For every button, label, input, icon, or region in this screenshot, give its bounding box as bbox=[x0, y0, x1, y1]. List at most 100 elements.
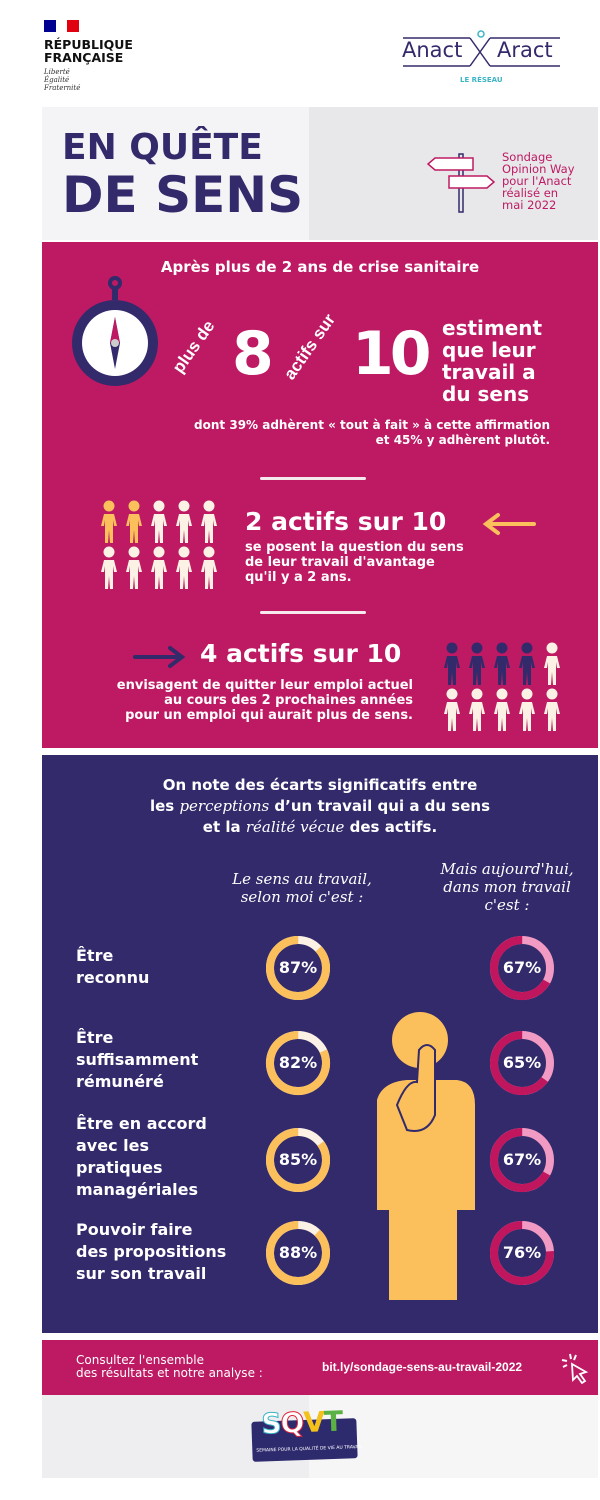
footer-banner: Consultez l'ensemble des résultats et not… bbox=[42, 1340, 598, 1395]
source-line: réalisé en bbox=[502, 186, 559, 200]
divider bbox=[260, 477, 366, 480]
script-text: perceptions bbox=[179, 797, 270, 815]
compass-icon bbox=[72, 276, 158, 386]
arrow-right-icon bbox=[133, 646, 186, 668]
plus-de-label: plus de bbox=[168, 316, 219, 377]
text: et la bbox=[202, 818, 246, 836]
thinking-person-icon bbox=[377, 1012, 475, 1300]
person-icon bbox=[469, 642, 485, 685]
signpost-icon bbox=[427, 153, 496, 213]
text-line: Être en accord bbox=[76, 1114, 207, 1133]
motto-line: Liberté bbox=[44, 68, 70, 76]
detail-text: dont 39% adhèrent « tout à fait » à cett… bbox=[194, 418, 550, 448]
sqvt-letters: SQVT bbox=[260, 1404, 343, 1441]
text-line: Pouvoir faire bbox=[76, 1220, 193, 1239]
person-icon bbox=[444, 688, 460, 731]
donut-value-arc bbox=[266, 1221, 330, 1285]
donut-percent-label: 67% bbox=[502, 958, 542, 977]
stat4-title: 4 actifs sur 10 bbox=[200, 639, 402, 668]
text-line: qu'il y a 2 ans. bbox=[245, 570, 352, 585]
bottom-area: SQVT SEMAINE POUR LA QUALITÉ DE VIE AU T… bbox=[42, 1395, 598, 1478]
text-line: Être bbox=[76, 946, 114, 965]
text-line: et 45% y adhèrent plutôt. bbox=[375, 433, 550, 447]
stat4-text: envisagent de quitter leur emploi actuel… bbox=[117, 678, 413, 723]
person-icon bbox=[201, 500, 217, 543]
person-icon bbox=[151, 500, 167, 543]
text-line: pour un emploi qui aurait plus de sens. bbox=[125, 708, 413, 723]
donut-percent-label: 82% bbox=[278, 1053, 318, 1072]
donut-percent-label: 67% bbox=[502, 1150, 542, 1169]
intro-line: les perceptions d’un travail qui a du se… bbox=[42, 796, 598, 817]
person-icon bbox=[544, 642, 560, 685]
text-line: suffisamment bbox=[76, 1050, 199, 1069]
donut-percent-label: 65% bbox=[502, 1053, 542, 1072]
text-line: rémunéré bbox=[76, 1072, 164, 1091]
criterion-label: Être suffisamment rémunéré bbox=[76, 1027, 198, 1093]
logo-aract: Aract bbox=[497, 38, 553, 62]
person-icon bbox=[126, 546, 142, 589]
sqvt-logo: SQVT SEMAINE POUR LA QUALITÉ DE VIE AU T… bbox=[251, 1405, 362, 1462]
text-line: pratiques bbox=[76, 1158, 163, 1177]
results-link[interactable]: bit.ly/sondage-sens-au-travail-2022 bbox=[322, 1360, 523, 1374]
column-header-reality: Mais aujourd'hui, dans mon travail c'est : bbox=[422, 860, 592, 914]
text-line: au cours des 2 prochaines années bbox=[164, 693, 413, 708]
sqvt-subtitle: SEMAINE POUR LA QUALITÉ DE VIE AU TRAVAI… bbox=[256, 1444, 363, 1454]
person-icon bbox=[126, 500, 142, 543]
person-icon bbox=[469, 688, 485, 731]
text: les bbox=[149, 797, 180, 815]
motto: Liberté Égalité Fraternité bbox=[44, 68, 80, 92]
donut-chart bbox=[264, 1219, 332, 1291]
stat2-text: se posent la question du sens de leur tra… bbox=[245, 540, 464, 585]
logo-sub: LE RÉSEAU bbox=[460, 76, 503, 84]
marianne-flag-logo bbox=[44, 20, 80, 32]
text-line: sur son travail bbox=[76, 1264, 207, 1283]
divider bbox=[260, 611, 366, 614]
text-line: reconnu bbox=[76, 968, 150, 987]
text-line: du sens bbox=[442, 382, 530, 406]
text-line: se posent la question du sens bbox=[245, 540, 464, 555]
text-line: de leur travail d'avantage bbox=[245, 555, 435, 570]
column-header-perception: Le sens au travail, selon moi c'est : bbox=[202, 870, 402, 906]
source-line: Sondage bbox=[502, 150, 553, 164]
donut-chart bbox=[488, 1126, 556, 1198]
logo-line: FRANÇAISE bbox=[44, 50, 124, 65]
text: d’un travail qui a du sens bbox=[269, 797, 491, 815]
person-icon bbox=[444, 642, 460, 685]
people-pictogram-2of10 bbox=[101, 500, 217, 589]
text-line: dans mon travail bbox=[443, 878, 571, 896]
text-line: Être bbox=[76, 1028, 114, 1047]
text-line: Mais aujourd'hui, bbox=[440, 860, 574, 878]
donut-percent-label: 88% bbox=[278, 1243, 318, 1262]
section-heading: Après plus de 2 ans de crise sanitaire bbox=[160, 258, 480, 276]
text-line: des résultats et notre analyse : bbox=[76, 1366, 263, 1380]
text: des actifs. bbox=[344, 818, 438, 836]
text-line: Consultez l'ensemble bbox=[76, 1353, 204, 1367]
text-line: que leur bbox=[442, 338, 536, 362]
person-icon bbox=[519, 688, 535, 731]
source-line: mai 2022 bbox=[502, 198, 557, 212]
people-pictogram-4of10 bbox=[444, 642, 560, 731]
donut-chart bbox=[264, 1029, 332, 1101]
donut-percent-label: 76% bbox=[502, 1243, 542, 1262]
donut-value-arc bbox=[490, 1031, 554, 1095]
text-line: travail a bbox=[442, 360, 536, 384]
text-line: envisagent de quitter leur emploi actuel bbox=[116, 678, 413, 693]
criterion-label: Être en accord avec les pratiques managéria… bbox=[76, 1113, 207, 1201]
motto-line: Fraternité bbox=[44, 84, 81, 92]
title-line: EN QUÊTE bbox=[62, 127, 263, 168]
text-line: Le sens au travail, bbox=[232, 870, 372, 888]
survey-source: Sondage Opinion Way pour l'Anact réalisé en… bbox=[502, 151, 592, 211]
donut-chart bbox=[488, 1219, 556, 1291]
stats-section: Après plus de 2 ans de crise sanitaire p… bbox=[42, 242, 598, 748]
donut-percent-label: 87% bbox=[278, 958, 318, 977]
intro-line: On note des écarts significatifs entre bbox=[162, 776, 478, 794]
source-line: pour l'Anact bbox=[502, 174, 572, 188]
text-line: avec les bbox=[76, 1136, 149, 1155]
donut-chart bbox=[264, 1126, 332, 1198]
text-line: dont 39% adhèrent « tout à fait » à cett… bbox=[194, 418, 550, 432]
republique-francaise-logo: RÉPUBLIQUE FRANÇAISE bbox=[44, 38, 133, 64]
logo-anact: Anact bbox=[402, 38, 463, 62]
donut-chart bbox=[264, 934, 332, 1006]
text-line: des propositions bbox=[76, 1242, 227, 1261]
stat2-title: 2 actifs sur 10 bbox=[245, 507, 447, 536]
